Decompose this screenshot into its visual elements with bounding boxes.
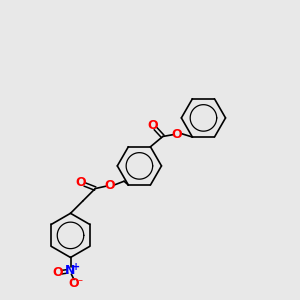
Text: +: + <box>72 262 80 272</box>
Text: ⁻: ⁻ <box>77 278 83 288</box>
Text: O: O <box>172 128 182 141</box>
Text: O: O <box>105 179 115 192</box>
Text: N: N <box>65 264 76 277</box>
Text: O: O <box>53 266 63 279</box>
Text: O: O <box>75 176 86 189</box>
Text: O: O <box>69 277 79 290</box>
Text: O: O <box>147 119 158 132</box>
